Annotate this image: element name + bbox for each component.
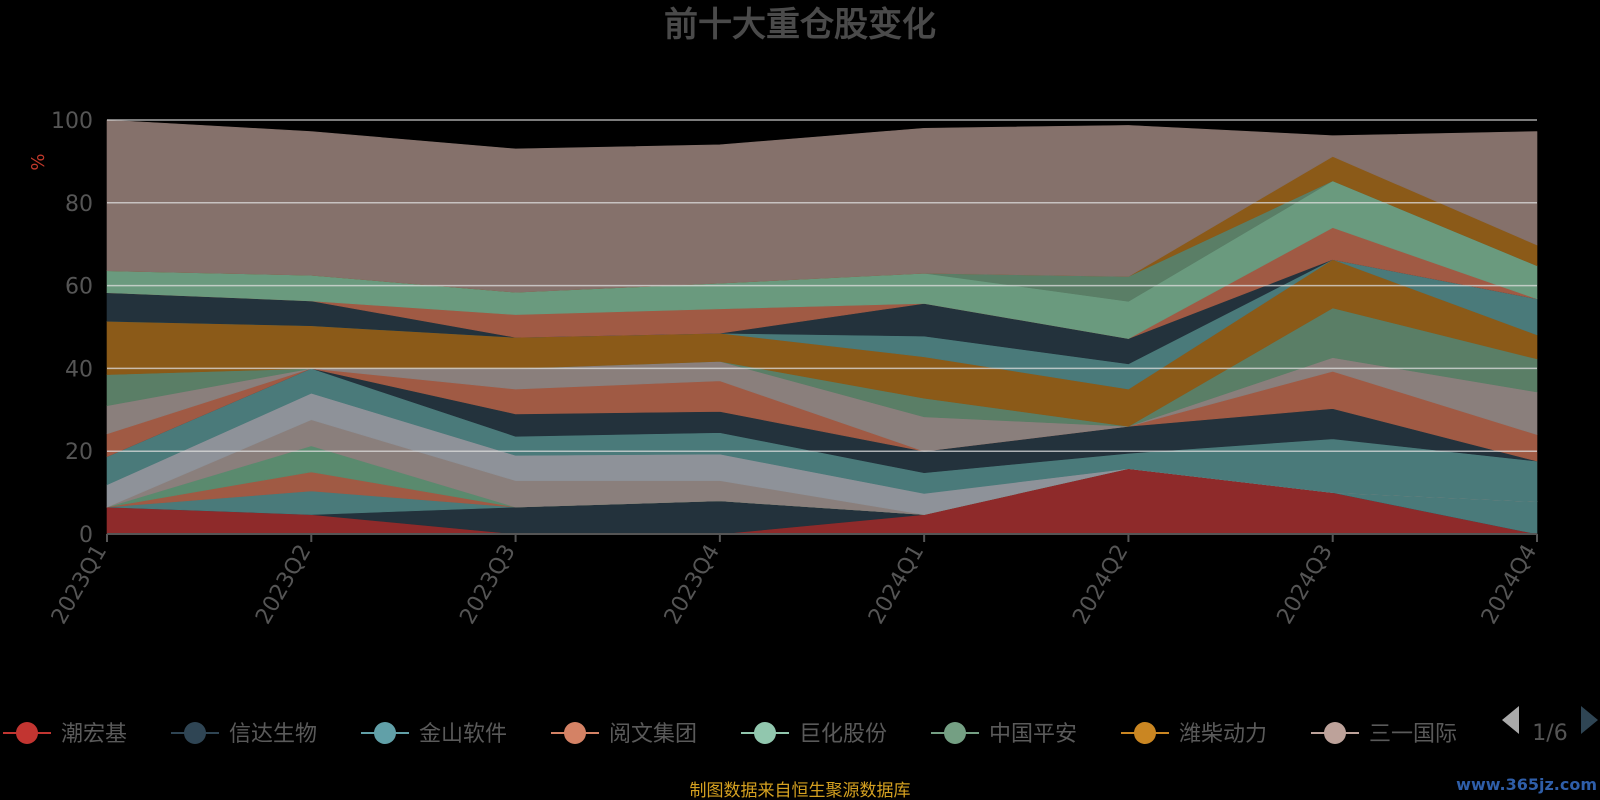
x-tick-label-2023Q1: 2023Q1 — [47, 541, 112, 629]
legend-item-8[interactable]: 三一国际 — [1311, 722, 1457, 747]
data-source-note: 制图数据来自恒生聚源数据库 — [690, 781, 911, 800]
legend-dot-icon — [564, 722, 586, 744]
legend-dot-icon — [16, 722, 38, 744]
legend-item-7[interactable]: 潍柴动力 — [1121, 722, 1267, 747]
legend-label: 阅文集团 — [609, 722, 697, 747]
x-tick-label-2023Q4: 2023Q4 — [660, 541, 725, 629]
y-tick-label-60: 60 — [65, 275, 93, 300]
legend-item-4[interactable]: 阅文集团 — [551, 722, 697, 747]
y-axis-unit: % — [28, 153, 49, 170]
legend-dot-icon — [374, 722, 396, 744]
legend-dot-icon — [754, 722, 776, 744]
legend-dot-icon — [1324, 722, 1346, 744]
x-tick-label-2023Q3: 2023Q3 — [455, 541, 520, 629]
x-tick-label-2024Q4: 2024Q4 — [1477, 541, 1542, 629]
y-tick-label-40: 40 — [65, 357, 93, 382]
grid-lines — [107, 119, 1537, 452]
legend-label: 中国平安 — [989, 722, 1077, 747]
legend-label: 巨化股份 — [799, 722, 887, 747]
legend-item-6[interactable]: 中国平安 — [931, 722, 1077, 747]
y-tick-label-80: 80 — [65, 192, 93, 217]
legend-item-2[interactable]: 信达生物 — [171, 722, 317, 747]
legend-item-1[interactable]: 潮宏基 — [3, 722, 127, 747]
area-series-20 — [106, 119, 1538, 293]
y-tick-label-20: 20 — [65, 440, 93, 465]
y-tick-label-0: 0 — [79, 523, 93, 548]
legend-label: 三一国际 — [1369, 722, 1457, 747]
legend-dot-icon — [944, 722, 966, 744]
legend-item-5[interactable]: 巨化股份 — [741, 722, 887, 747]
chart-title: 前十大重仓股变化 — [664, 5, 936, 45]
x-tick-label-2024Q3: 2024Q3 — [1273, 541, 1338, 629]
legend-item-3[interactable]: 金山软件 — [361, 722, 507, 747]
area-layers — [106, 119, 1538, 535]
legend-label: 潮宏基 — [61, 722, 127, 747]
y-tick-label-100: 100 — [51, 109, 93, 134]
x-tick-label-2023Q2: 2023Q2 — [251, 541, 316, 629]
legend-next-arrow-icon[interactable] — [1581, 706, 1598, 734]
legend-dot-icon — [1134, 722, 1156, 744]
legend-label: 金山软件 — [419, 722, 507, 747]
x-tick-label-2024Q1: 2024Q1 — [864, 541, 929, 629]
legend-label: 信达生物 — [229, 722, 317, 747]
legend-prev-arrow-icon[interactable] — [1502, 706, 1519, 734]
legend-label: 潍柴动力 — [1179, 722, 1267, 747]
site-watermark: www.365jz.com — [1456, 775, 1597, 794]
legend-dot-icon — [184, 722, 206, 744]
legend-page-indicator: 1/6 — [1532, 721, 1567, 746]
x-tick-label-2024Q2: 2024Q2 — [1068, 541, 1133, 629]
legend: 潮宏基 信达生物 金山软件 阅文集团 巨化股份 中国平安 潍柴动力 三一国际太 — [3, 722, 1457, 747]
